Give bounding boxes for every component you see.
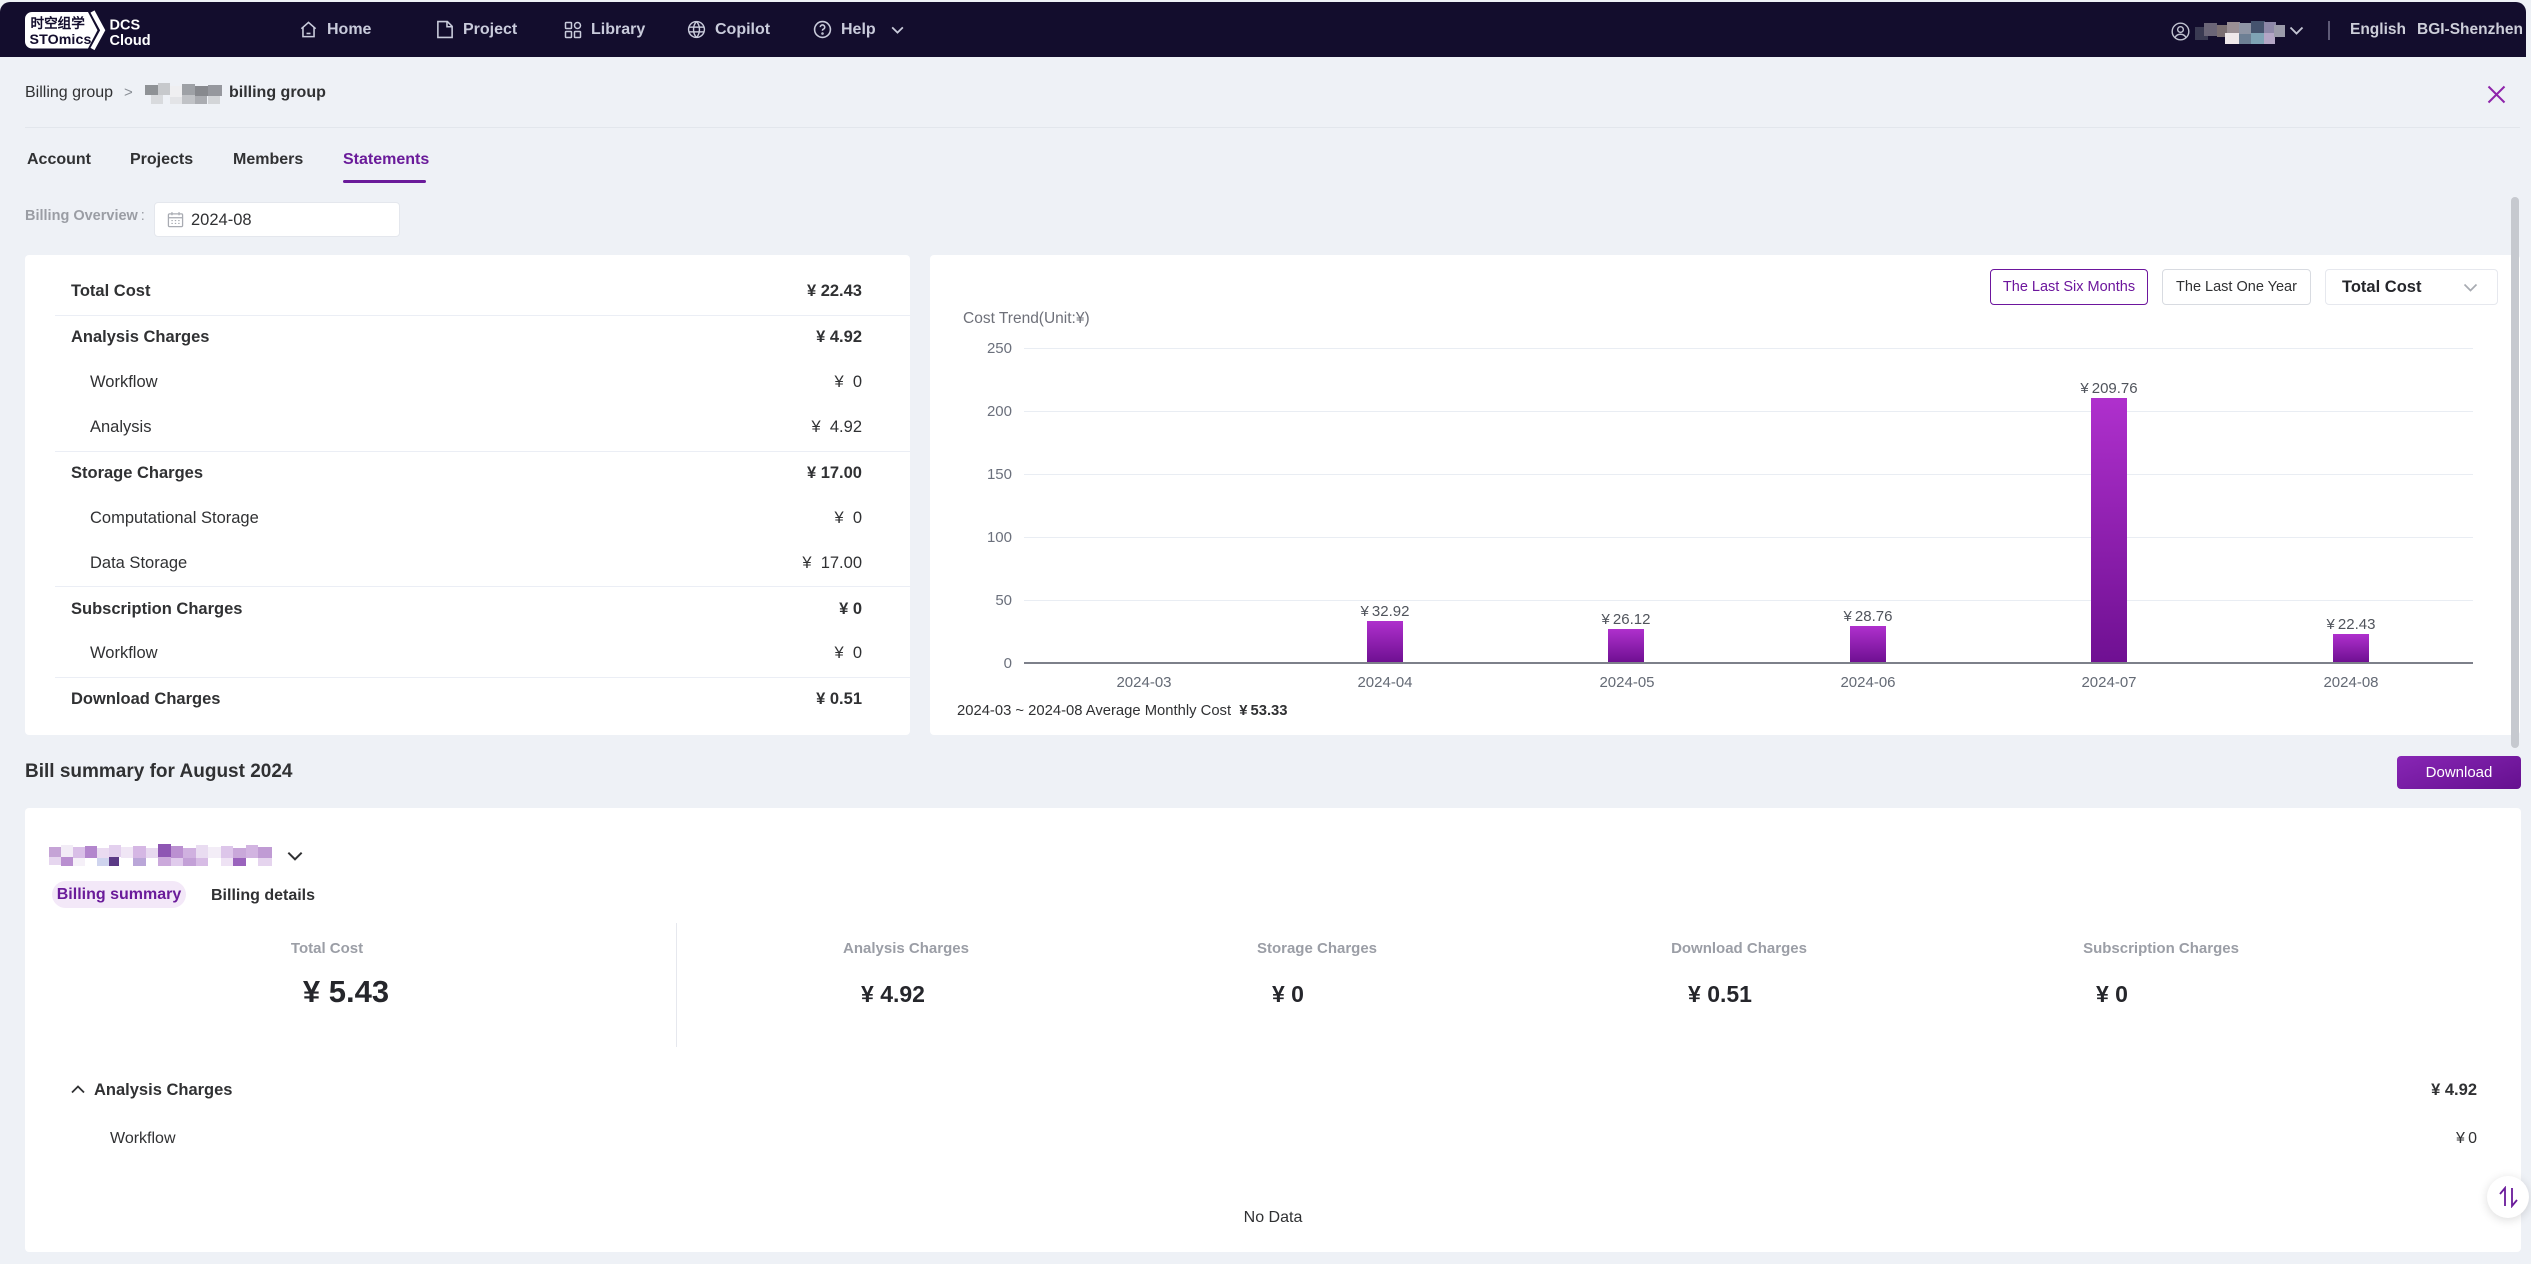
svg-text:Cloud: Cloud: [110, 33, 151, 49]
svg-text:STOmics: STOmics: [30, 32, 92, 48]
svg-text:DCS: DCS: [110, 18, 141, 34]
svg-text:时空组学: 时空组学: [31, 15, 86, 31]
